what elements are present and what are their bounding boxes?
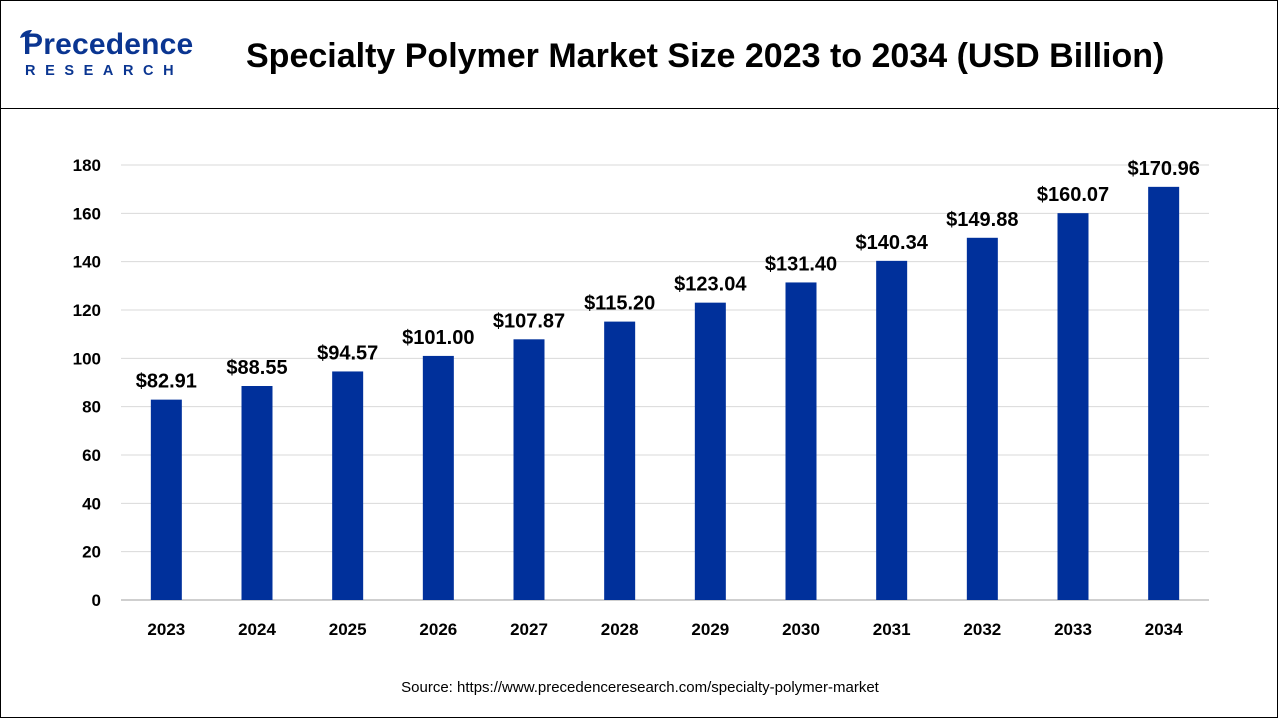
bar-2023 bbox=[150, 399, 182, 600]
data-label-2023: $82.91 bbox=[136, 371, 197, 393]
bar-2025 bbox=[332, 371, 364, 600]
y-tick-label: 80 bbox=[82, 398, 101, 417]
y-tick-label: 160 bbox=[73, 204, 101, 223]
bar-2028 bbox=[604, 321, 636, 600]
bar-2024 bbox=[241, 386, 273, 600]
x-tick-label-2033: 2033 bbox=[1054, 620, 1092, 639]
source-note: Source: https://www.precedenceresearch.c… bbox=[1, 679, 1279, 696]
bar-2027 bbox=[513, 339, 545, 600]
x-tick-label-2030: 2030 bbox=[782, 620, 820, 639]
data-label-2032: $149.88 bbox=[946, 209, 1018, 231]
data-label-2030: $131.40 bbox=[765, 253, 837, 275]
y-tick-label: 40 bbox=[82, 494, 101, 513]
y-tick-label: 180 bbox=[73, 156, 101, 175]
data-label-2031: $140.34 bbox=[856, 232, 929, 254]
y-tick-label: 0 bbox=[92, 591, 101, 610]
x-tick-label-2031: 2031 bbox=[873, 620, 911, 639]
bar-2030 bbox=[785, 282, 817, 600]
bar-2031 bbox=[876, 260, 908, 600]
source-text: Source: https://www.precedenceresearch.c… bbox=[401, 679, 879, 696]
x-tick-label-2028: 2028 bbox=[601, 620, 639, 639]
data-label-2028: $115.20 bbox=[584, 293, 655, 315]
data-label-2034: $170.96 bbox=[1128, 158, 1200, 180]
data-label-2024: $88.55 bbox=[226, 357, 287, 379]
data-label-2026: $101.00 bbox=[402, 327, 474, 349]
bar-2026 bbox=[422, 355, 454, 600]
header: Precedence RESEARCH Specialty Polymer Ma… bbox=[1, 1, 1279, 109]
x-tick-label-2023: 2023 bbox=[147, 620, 185, 639]
precedence-research-logo: Precedence RESEARCH bbox=[20, 28, 213, 85]
bar-2032 bbox=[966, 237, 998, 600]
x-tick-label-2032: 2032 bbox=[963, 620, 1001, 639]
data-label-2025: $94.57 bbox=[317, 342, 378, 364]
y-tick-label: 120 bbox=[73, 301, 101, 320]
y-tick-label: 100 bbox=[73, 349, 101, 368]
bar-2034 bbox=[1148, 186, 1180, 600]
y-tick-label: 60 bbox=[82, 446, 101, 465]
y-tick-label: 20 bbox=[82, 543, 101, 562]
leaf-icon bbox=[20, 30, 32, 38]
x-tick-label-2034: 2034 bbox=[1145, 620, 1183, 639]
data-label-2027: $107.87 bbox=[493, 310, 565, 332]
x-tick-label-2025: 2025 bbox=[329, 620, 367, 639]
data-label-2029: $123.04 bbox=[674, 274, 747, 296]
y-tick-label: 140 bbox=[73, 253, 101, 272]
x-tick-label-2027: 2027 bbox=[510, 620, 548, 639]
chart-title: Specialty Polymer Market Size 2023 to 20… bbox=[246, 37, 1165, 75]
data-label-2033: $160.07 bbox=[1037, 184, 1109, 206]
x-tick-label-2024: 2024 bbox=[238, 620, 276, 639]
logo-brand-top: Precedence bbox=[23, 28, 194, 61]
bar-chart: 0 20 40 60 80 100 120 140 160 180 $82.91 2023 $88.55… bbox=[73, 156, 1209, 639]
bar-2029 bbox=[694, 302, 726, 600]
bar-2033 bbox=[1057, 213, 1089, 600]
x-tick-label-2029: 2029 bbox=[691, 620, 729, 639]
x-tick-label-2026: 2026 bbox=[419, 620, 457, 639]
logo-brand-bottom: RESEARCH bbox=[25, 63, 184, 79]
